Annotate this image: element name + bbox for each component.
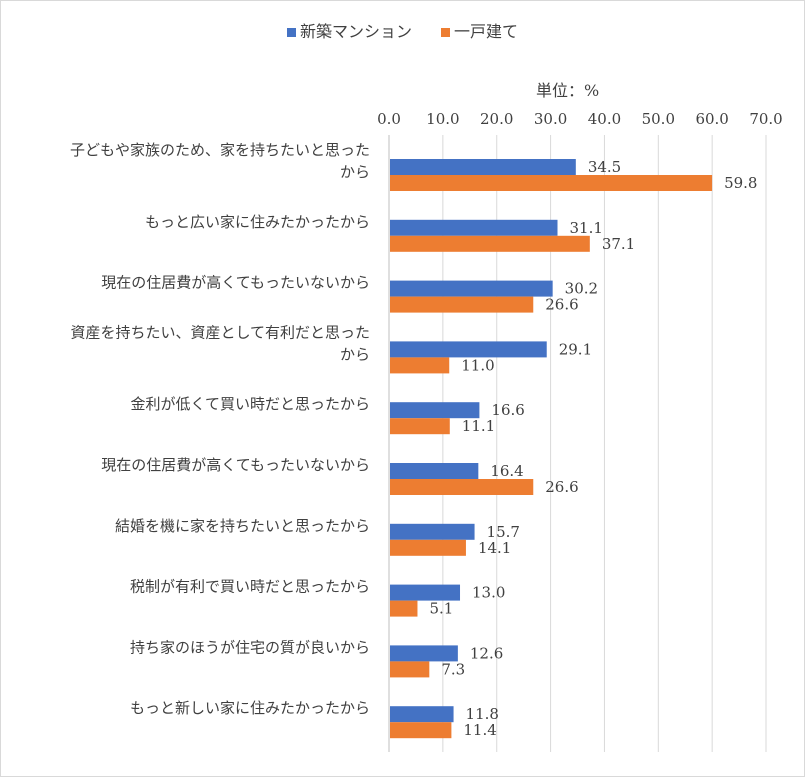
legend-label-house: 一戸建て: [454, 22, 519, 41]
bar-house: [390, 600, 418, 617]
data-label-mansion: 15.7: [487, 523, 520, 541]
category-label: もっと新しい家に住みたかったから: [130, 699, 370, 717]
unit-label: 単位：%: [536, 81, 600, 100]
x-tick-label: 50.0: [642, 110, 675, 128]
data-label-house: 37.1: [602, 235, 635, 253]
bar-house: [390, 539, 466, 556]
category-label: 現在の住居費が高くてもったいないから: [101, 274, 370, 292]
bar-house: [390, 235, 590, 252]
legend-label-mansion: 新築マンション: [299, 22, 412, 41]
bar-mansion: [390, 341, 547, 358]
data-label-house: 11.1: [462, 417, 495, 435]
bar-mansion: [390, 584, 461, 601]
bar-mansion: [390, 463, 479, 479]
x-tick-label: 30.0: [534, 110, 567, 128]
bar-house: [390, 296, 534, 313]
data-label-house: 26.6: [545, 478, 578, 496]
category-label: 結婚を機に家を持ちたいと思ったから: [115, 517, 370, 535]
data-label-mansion: 31.1: [570, 219, 603, 237]
data-label-mansion: 11.8: [466, 705, 499, 723]
category-label: 現在の住居費が高くてもったいないから: [101, 456, 370, 474]
data-label-mansion: 29.1: [559, 340, 592, 358]
category-label: 金利が低くて買い時だと思ったから: [130, 395, 370, 413]
bar-mansion: [390, 219, 558, 236]
data-label-house: 26.6: [545, 296, 578, 314]
bar-house: [390, 479, 534, 495]
x-tick-label: 10.0: [426, 110, 459, 128]
x-tick-label: 0.0: [377, 110, 401, 128]
category-label: から: [340, 163, 370, 181]
category-label: 持ち家のほうが住宅の質が良いから: [130, 638, 370, 656]
data-label-mansion: 34.5: [588, 158, 621, 176]
legend-item-mansion: 新築マンション: [286, 18, 412, 42]
bar-house: [390, 418, 450, 435]
legend-swatch-house: [441, 28, 451, 37]
category-label: もっと広い家に住みたかったから: [145, 213, 370, 231]
legend: 新築マンション 一戸建て: [0, 18, 805, 42]
data-label-mansion: 30.2: [565, 280, 598, 298]
x-tick-label: 70.0: [749, 110, 782, 128]
bar-mansion: [390, 523, 475, 540]
bar-house: [390, 357, 450, 374]
data-label-mansion: 13.0: [472, 584, 505, 602]
bar-house: [390, 175, 713, 191]
category-label: 子どもや家族のため、家を持ちたいと思った: [70, 141, 370, 159]
x-tick-label: 40.0: [588, 110, 621, 128]
bar-mansion: [390, 706, 454, 723]
data-label-house: 11.4: [463, 721, 496, 739]
data-label-house: 7.3: [441, 660, 465, 678]
bar-mansion: [390, 402, 480, 419]
x-tick-label: 60.0: [695, 110, 728, 128]
legend-swatch-mansion: [286, 28, 296, 37]
data-label-house: 59.8: [724, 174, 757, 192]
legend-item-house: 一戸建て: [441, 18, 518, 42]
data-label-mansion: 12.6: [470, 644, 503, 662]
data-label-house: 14.1: [478, 539, 511, 557]
data-label-house: 5.1: [429, 600, 453, 618]
bar-mansion: [390, 645, 458, 662]
bar-house: [390, 722, 452, 739]
category-label: 税制が有利で買い時だと思ったから: [130, 578, 370, 596]
data-label-mansion: 16.4: [490, 462, 523, 480]
bar-mansion: [390, 280, 553, 297]
data-label-mansion: 16.6: [491, 401, 524, 419]
bar-house: [390, 661, 430, 678]
bar-mansion: [390, 159, 576, 175]
category-label: 資産を持ちたい、資産として有利だと思った: [70, 323, 370, 341]
data-label-house: 11.0: [461, 356, 494, 374]
category-label: から: [340, 345, 370, 363]
x-tick-label: 20.0: [480, 110, 513, 128]
